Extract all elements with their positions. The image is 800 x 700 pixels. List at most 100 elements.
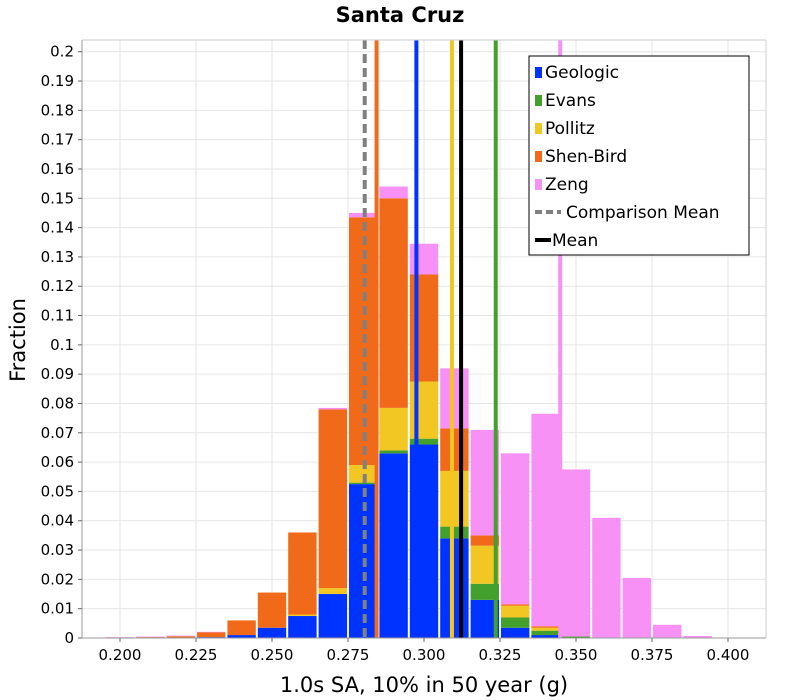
y-tick-label: 0.02 — [41, 570, 74, 588]
legend-swatch-pollitz — [535, 123, 542, 134]
bar-geologic-9 — [379, 453, 408, 638]
legend-label-mean: Mean — [552, 231, 598, 251]
bar-evans-15 — [561, 636, 591, 638]
y-tick-label: 0.09 — [41, 365, 74, 383]
bar-geologic-10 — [409, 444, 439, 638]
y-tick-label: 0.15 — [41, 189, 74, 207]
x-tick-label: 0.225 — [175, 646, 218, 664]
y-tick-label: 0.13 — [41, 248, 74, 266]
bar-zeng-19 — [683, 635, 712, 638]
bar-geologic-5 — [257, 627, 287, 638]
x-tick-label: 0.275 — [327, 646, 370, 664]
y-tick-label: 0.19 — [41, 72, 74, 90]
bar-evans-9 — [379, 450, 408, 454]
legend-label-shen-bird: Shen-Bird — [545, 147, 627, 167]
legend-swatch-shen-bird — [535, 151, 542, 162]
bar-zeng-1 — [136, 636, 165, 638]
bar-zeng-15 — [561, 469, 591, 637]
y-tick-label: 0.16 — [41, 160, 74, 178]
bar-pollitz-14 — [531, 627, 560, 631]
legend-swatch-evans — [535, 95, 542, 106]
y-tick-label: 0.14 — [41, 219, 74, 237]
y-tick-label: 0.05 — [41, 482, 74, 500]
bar-evans-14 — [531, 630, 560, 636]
bar-zeng-9 — [379, 186, 408, 199]
bar-pollitz-13 — [501, 605, 530, 618]
bar-zeng-3 — [197, 631, 226, 633]
bar-zeng-18 — [653, 624, 682, 638]
bar-shen-bird-2 — [166, 636, 195, 638]
bar-shen-bird-4 — [227, 620, 256, 636]
y-tick-label: 0.1 — [50, 336, 74, 354]
bar-shen-bird-9 — [379, 198, 408, 408]
legend-swatch-geologic — [535, 67, 542, 78]
bar-pollitz-11 — [440, 470, 469, 527]
bar-zeng-2 — [166, 635, 195, 637]
bar-shen-bird-11 — [440, 428, 469, 471]
x-tick-label: 0.325 — [479, 646, 522, 664]
bar-pollitz-9 — [379, 407, 408, 451]
x-tick-label: 0.200 — [99, 646, 142, 664]
bar-evans-11 — [440, 526, 469, 539]
y-tick-label: 0.01 — [41, 600, 74, 618]
x-tick-label: 0.350 — [555, 646, 598, 664]
y-tick-label: 0.12 — [41, 277, 74, 295]
legend-label-evans: Evans — [545, 91, 596, 111]
chart-title: Santa Cruz — [336, 3, 465, 27]
legend: Geologic Evans Pollitz Shen-Bird Zeng Compari… — [528, 55, 750, 256]
bar-shen-bird-14 — [531, 626, 560, 628]
mean-lines — [362, 40, 563, 638]
bar-shen-bird-13 — [501, 604, 530, 606]
x-tick-label: 0.375 — [631, 646, 674, 664]
legend-box — [528, 55, 750, 256]
y-tick-label: 0.2 — [50, 43, 74, 61]
x-axis-label: 1.0s SA, 10% in 50 year (g) — [280, 673, 568, 697]
bar-pollitz-7 — [318, 588, 347, 595]
bar-shen-bird-3 — [197, 632, 226, 638]
bar-zeng-13 — [501, 453, 530, 605]
legend-swatch-zeng — [535, 179, 542, 190]
y-axis-label: Fraction — [6, 298, 30, 382]
bar-evans-10 — [409, 438, 439, 445]
legend-label-pollitz: Pollitz — [545, 119, 595, 139]
y-tick-label: 0 — [64, 629, 74, 647]
bar-shen-bird-6 — [288, 532, 317, 615]
y-tick-label: 0.18 — [41, 101, 74, 119]
bar-shen-bird-10 — [409, 274, 439, 382]
bar-geologic-14 — [531, 635, 560, 638]
bar-shen-bird-12 — [470, 535, 499, 546]
legend-label-geologic: Geologic — [545, 63, 619, 83]
x-tick-label: 0.250 — [251, 646, 294, 664]
bar-evans-13 — [501, 617, 530, 628]
y-tick-label: 0.04 — [41, 512, 74, 530]
bar-pollitz-6 — [288, 614, 317, 617]
bar-evans-12 — [470, 583, 499, 600]
bar-pollitz-8 — [349, 465, 378, 483]
y-tick-label: 0.03 — [41, 541, 74, 559]
bar-evans-8 — [349, 482, 378, 485]
bar-shen-bird-7 — [318, 409, 347, 589]
legend-label-comparison-mean: Comparison Mean — [566, 203, 720, 223]
legend-label-zeng: Zeng — [545, 175, 589, 195]
y-tick-label: 0.08 — [41, 394, 74, 412]
x-tick-label: 0.400 — [707, 646, 750, 664]
x-tick-label: 0.300 — [403, 646, 446, 664]
bar-zeng-17 — [622, 577, 651, 638]
bar-geologic-7 — [318, 594, 347, 638]
bar-geologic-4 — [227, 635, 256, 638]
axes: 0 0.01 0.02 0.03 0.04 0.05 0.06 0.07 0.08 0.09 0.1… — [41, 39, 767, 664]
bar-zeng-16 — [592, 517, 621, 638]
y-tick-label: 0.07 — [41, 424, 74, 442]
bar-zeng-14 — [531, 413, 560, 627]
bar-zeng-7 — [318, 407, 347, 410]
y-tick-label: 0.06 — [41, 453, 74, 471]
bar-shen-bird-5 — [257, 592, 287, 628]
bar-geologic-6 — [288, 616, 317, 638]
bar-pollitz-10 — [409, 381, 439, 439]
bar-geologic-13 — [501, 627, 530, 638]
y-tick-label: 0.17 — [41, 131, 74, 149]
bar-zeng-10 — [409, 243, 439, 275]
y-tick-label: 0.11 — [41, 307, 74, 325]
bar-zeng-11 — [440, 368, 469, 429]
